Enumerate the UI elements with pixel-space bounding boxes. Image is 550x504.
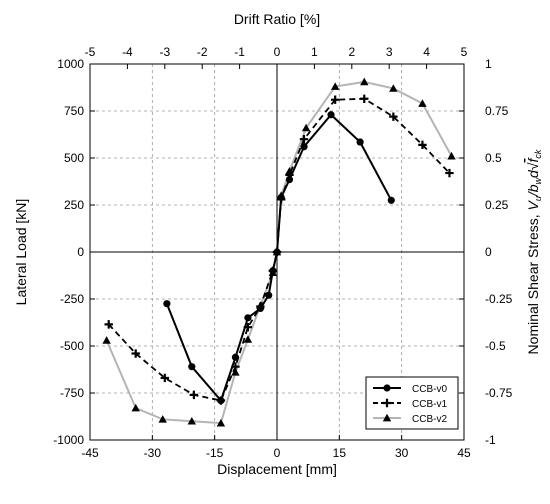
series-CCB-v0 [163, 111, 395, 405]
point-CCB-v0 [285, 176, 294, 184]
right-axis-title-w: w [533, 177, 543, 184]
right-axis-title-prefix: Nominal Shear Stress, [525, 210, 541, 354]
point-CCB-v0 [163, 300, 171, 308]
point-CCB-v2 [187, 417, 197, 425]
x2-tick-label: 5 [461, 45, 468, 59]
y2-tick-label: 0.5 [485, 151, 502, 165]
y-tick-label: 1000 [57, 57, 84, 71]
ticks: -45 -30 -15 0 15 30 45-5 -4 -3 -2 -1 0 1 2 3 4 5-1000-75… [53, 45, 512, 460]
x2-tick-label: 4 [423, 45, 430, 59]
point-CCB-v2 [131, 403, 140, 412]
right-axis-title-sqrt: √ [525, 162, 541, 170]
point-CCB-v2 [158, 415, 167, 423]
point-CCB-v2 [301, 123, 311, 132]
y-tick-label: 500 [64, 151, 84, 165]
point-CCB-v0 [387, 196, 395, 204]
y-tick-label: -250 [60, 292, 84, 306]
point-CCB-v0 [188, 363, 196, 371]
point-CCB-v1 [131, 349, 140, 358]
point-CCB-v0 [273, 248, 281, 256]
x-axis-title: Displacement [mm] [217, 461, 337, 477]
point-CCB-v1 [330, 95, 340, 104]
point-CCB-v0 [269, 267, 277, 275]
point-CCB-v0 [217, 396, 225, 405]
x2-tick-label: 0 [274, 45, 281, 59]
y2-tick-label: -0.75 [485, 386, 513, 400]
legend-label-CCB-v2: CCB-v2 [412, 414, 447, 425]
point-CCB-v2 [330, 82, 340, 90]
x-tick-label: 15 [333, 446, 347, 460]
point-CCB-v2 [243, 335, 253, 343]
point-CCB-v2 [360, 77, 369, 86]
y2-tick-label: -0.25 [485, 292, 513, 306]
point-CCB-v2 [231, 368, 240, 376]
x2-tick-label: -3 [159, 45, 170, 59]
series-line-CCB-v1 [108, 97, 451, 402]
x-tick-label: -30 [144, 446, 162, 460]
point-CCB-v0 [231, 353, 240, 361]
point-CCB-v0 [256, 304, 264, 312]
point-CCB-v0 [265, 291, 273, 299]
y2-tick-label: 1 [485, 57, 492, 71]
point-CCB-v2 [447, 151, 456, 160]
point-CCB-v2 [102, 336, 111, 344]
point-CCB-v1 [445, 168, 454, 178]
x2-tick-label: 2 [348, 45, 355, 59]
y-tick-label: 750 [64, 104, 84, 118]
point-CCB-v0 [356, 138, 364, 146]
x-tick-label: 0 [274, 446, 281, 460]
y2-tick-label: -0.5 [485, 339, 506, 353]
point-CCB-v1 [160, 373, 169, 383]
x2-tick-label: 3 [386, 45, 393, 59]
point-CCB-v1 [418, 140, 427, 150]
legend-marker-CCB-v2 [382, 413, 392, 422]
y2-tick-label: 0.75 [485, 104, 509, 118]
x-tick-label: 30 [395, 446, 409, 460]
right-axis-title-ck: ck [533, 149, 543, 159]
y-tick-label: -1000 [53, 433, 84, 447]
point-CCB-v0 [244, 314, 252, 322]
x2-tick-label: -2 [197, 45, 208, 59]
right-axis-title-d: d [525, 169, 541, 178]
point-CCB-v1 [104, 320, 113, 329]
y-tick-label: -500 [60, 339, 84, 353]
point-CCB-v2 [216, 418, 226, 427]
y-tick-label: 0 [77, 245, 84, 259]
right-axis-title-f: f [525, 156, 541, 162]
right-axis-title-v: V [525, 199, 541, 210]
x2-tick-label: -4 [122, 45, 133, 59]
y2-tick-label: 0 [485, 245, 492, 259]
right-axis-title-u: u [533, 196, 543, 201]
point-CCB-v0 [327, 111, 335, 119]
point-CCB-v2 [418, 99, 427, 107]
y-tick-label: 250 [64, 198, 84, 212]
x-tick-label: -15 [206, 446, 224, 460]
point-CCB-v0 [277, 193, 285, 202]
legend-marker-CCB-v0 [383, 384, 391, 392]
right-axis-title: Nominal Shear Stress, Vu/bwd√fck [525, 149, 543, 354]
y2-tick-label: 0.25 [485, 198, 509, 212]
x-tick-label: -45 [81, 446, 99, 460]
x2-tick-label: 1 [311, 45, 318, 59]
legend-label-CCB-v0: CCB-v0 [412, 384, 447, 395]
series-layer [102, 77, 456, 427]
top-axis-title: Drift Ratio [%] [234, 11, 320, 27]
legend: CCB-v0 CCB-v1 CCB-v2 [365, 376, 459, 430]
x-tick-label: 45 [457, 446, 471, 460]
point-CCB-v1 [299, 135, 309, 144]
point-CCB-v0 [300, 143, 308, 151]
point-CCB-v2 [389, 84, 398, 92]
y-axis-title: Lateral Load [kN] [13, 199, 29, 306]
legend-marker-CCB-v1 [382, 398, 392, 408]
point-CCB-v1 [189, 390, 199, 400]
y-tick-label: -750 [60, 386, 84, 400]
legend-label-CCB-v1: CCB-v1 [412, 399, 447, 410]
point-CCB-v1 [360, 94, 369, 103]
x2-tick-label: -1 [234, 45, 245, 59]
point-CCB-v1 [389, 112, 398, 121]
y2-tick-label: -1 [485, 433, 496, 447]
x2-tick-label: -5 [85, 45, 96, 59]
right-axis-title-b: /b [525, 184, 541, 197]
